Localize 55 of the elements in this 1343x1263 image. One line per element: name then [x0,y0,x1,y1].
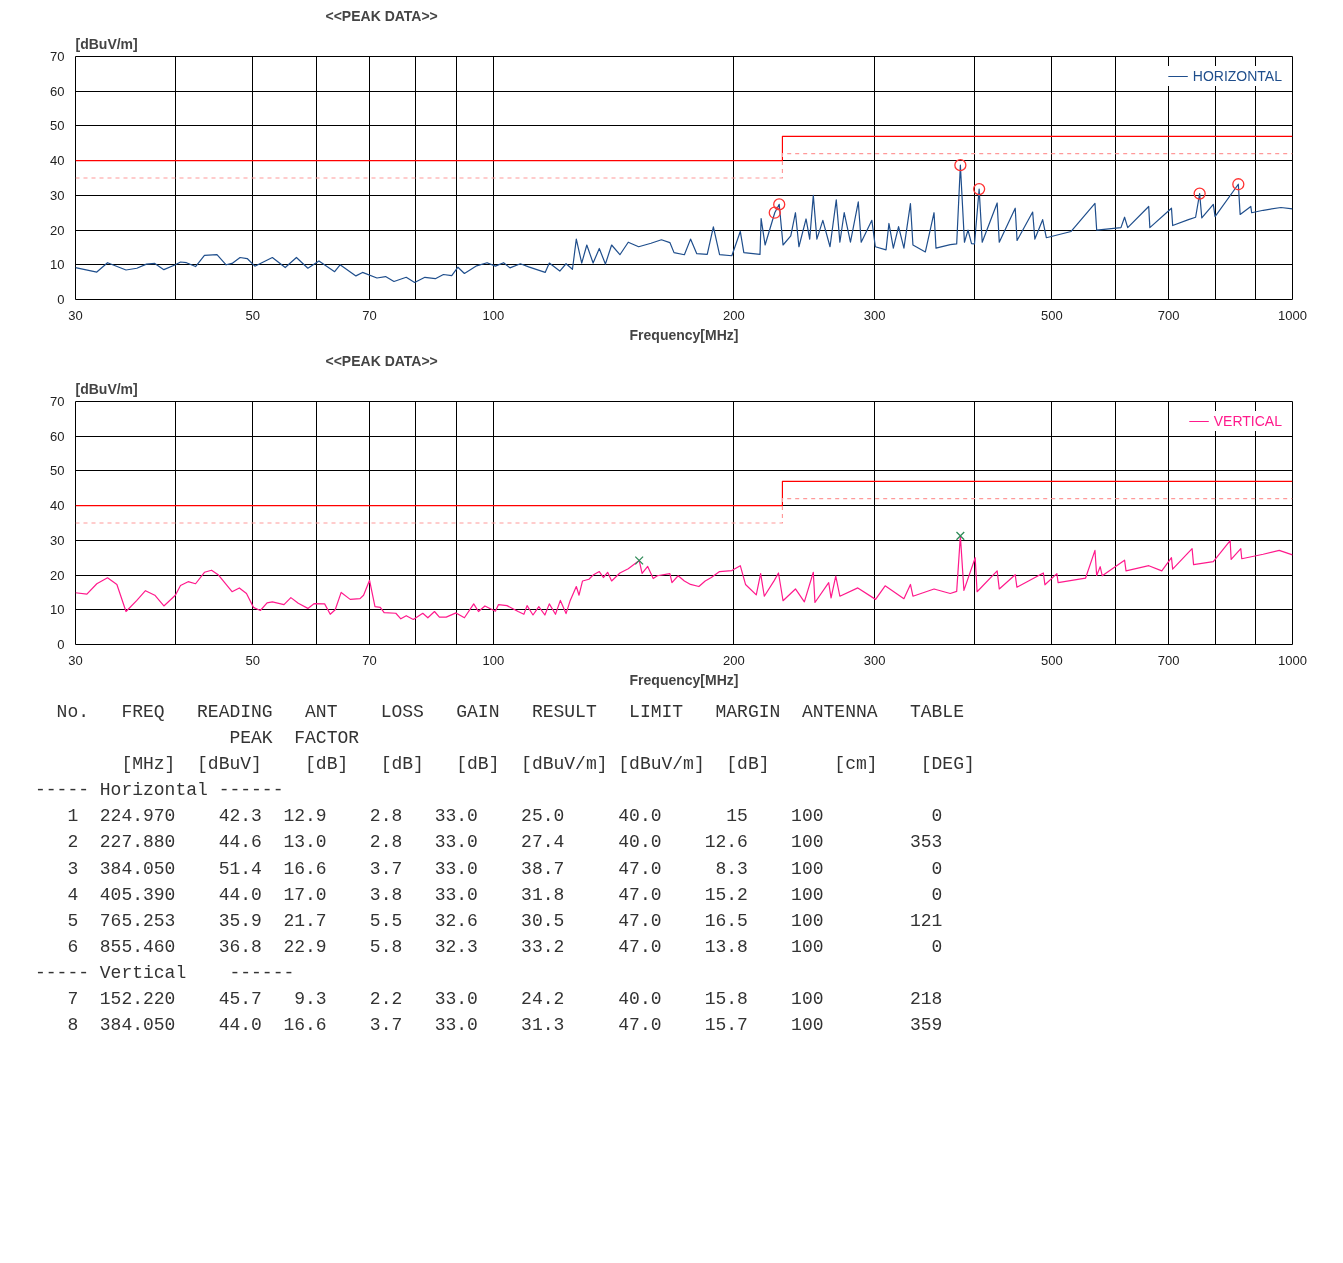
x-tick-label: 500 [1041,307,1063,323]
text: 4 405.390 44.0 17.0 3.8 33.0 31.8 47.0 15.2 100 0 [67,884,943,905]
y-tick-label: 10 [50,602,65,618]
y-tick-label: 10 [50,257,65,273]
y-tick-label: 50 [50,118,65,134]
x-tick-label: 100 [482,307,505,323]
y-tick-label: 70 [50,394,65,409]
legend-label: VERTICAL [1213,413,1282,429]
y-tick-label: 30 [50,187,65,203]
x-tick-label: 300 [863,652,886,668]
y-tick-label: 60 [50,83,65,99]
x-tick-label: 30 [68,307,83,323]
chart-title: <<PEAK DATA>> [325,7,438,24]
text: [MHz] [dBuV] [dB] [dB] [dB] [dBuV/m] [dBuV/m] [dB] [cm] [DEG] [121,754,975,775]
x-tick-label: 1000 [1278,307,1307,323]
y-tick-label: 20 [50,567,65,583]
text: 2 227.880 44.6 13.0 2.8 33.0 27.4 40.0 12.6 100 353 [67,832,943,853]
x-tick-label: 70 [362,652,377,668]
text: 1 224.970 42.3 12.9 2.8 33.0 25.0 40.0 15 100 0 [67,806,943,827]
x-tick-label: 700 [1157,652,1180,668]
x-tick-label: 1000 [1278,652,1307,668]
y-axis-title: [dBuV/m] [75,380,138,397]
y-tick-label: 50 [50,463,65,479]
chart-title: <<PEAK DATA>> [325,352,438,369]
x-tick-label: 70 [362,307,377,323]
x-axis-title: Frequency[MHz] [629,326,739,343]
x-tick-label: 100 [482,652,505,668]
text: 8 384.050 44.0 16.6 3.7 33.0 31.3 47.0 15.7 100 359 [67,1015,943,1036]
y-tick-label: 40 [50,498,65,514]
text: ----- Vertical ------ [35,962,295,983]
x-tick-label: 30 [68,652,83,668]
x-tick-label: 50 [245,652,261,668]
text: PEAK FACTOR [229,728,360,749]
x-tick-label: 200 [723,307,745,323]
text: 7 152.220 45.7 9.3 2.2 33.0 24.2 40.0 15.8 100 218 [67,989,943,1010]
text: 3 384.050 51.4 16.6 3.7 33.0 38.7 47.0 8.3 100 0 [67,858,943,879]
y-tick-label: 0 [57,637,65,652]
text: 6 855.460 36.8 22.9 5.8 32.3 33.2 47.0 13.8 100 0 [67,936,943,957]
x-tick-label: 200 [723,652,745,668]
text: ----- Horizontal ------ [35,780,284,801]
text: 5 765.253 35.9 21.7 5.5 32.6 30.5 47.0 16.5 100 121 [67,910,943,931]
y-tick-label: 60 [50,428,65,444]
y-tick-label: 40 [50,153,65,169]
x-tick-label: 700 [1157,307,1180,323]
y-tick-label: 0 [57,292,65,307]
text: No. FREQ READING ANT LOSS GAIN RESULT LIMIT MARGIN ANTENNA TABLE [56,702,964,722]
y-tick-label: 20 [50,222,65,238]
legend-label: HORIZONTAL [1192,68,1282,84]
x-tick-label: 300 [863,307,886,323]
y-axis-title: [dBuV/m] [75,35,138,52]
y-tick-label: 30 [50,532,65,548]
x-axis-title: Frequency[MHz] [629,671,739,688]
x-tick-label: 50 [245,307,261,323]
x-tick-label: 500 [1041,652,1063,668]
y-tick-label: 70 [50,49,65,64]
